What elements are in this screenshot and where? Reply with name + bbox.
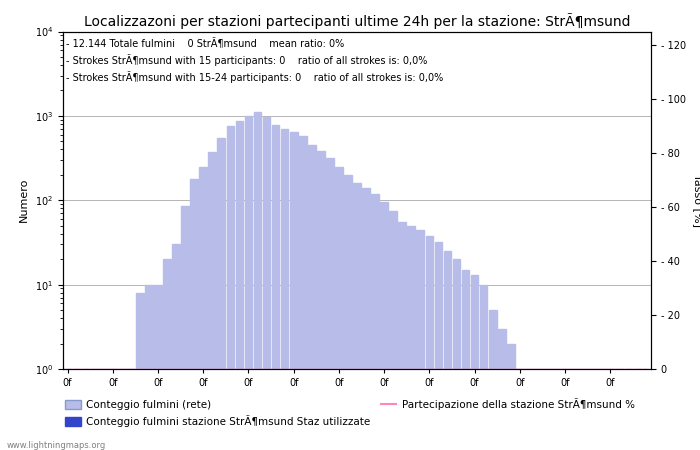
Bar	[73, 369, 80, 450]
Bar	[308, 145, 316, 450]
Title: Localizzazoni per stazioni partecipanti ultime 24h per la stazione: StrÃ¶msund: Localizzazoni per stazioni partecipanti …	[84, 13, 630, 29]
Bar	[317, 151, 325, 450]
Bar	[507, 344, 514, 450]
Bar	[100, 369, 108, 450]
Bar	[561, 369, 569, 450]
Bar	[127, 369, 134, 450]
Bar	[335, 166, 343, 450]
Bar	[299, 136, 307, 450]
Bar	[344, 175, 352, 450]
Bar	[606, 369, 614, 450]
Bar	[272, 125, 279, 450]
Bar	[236, 121, 243, 450]
Bar	[435, 242, 442, 450]
Bar	[371, 194, 379, 450]
Bar	[136, 293, 144, 450]
Bar	[290, 132, 298, 450]
Bar	[244, 116, 252, 450]
Bar	[82, 369, 90, 450]
Bar	[525, 369, 533, 450]
Bar	[407, 225, 415, 450]
Bar	[218, 138, 225, 450]
Bar	[498, 329, 505, 450]
Bar	[444, 251, 452, 450]
Bar	[580, 369, 587, 450]
Bar	[543, 369, 551, 450]
Y-axis label: Tasso [%]: Tasso [%]	[692, 174, 700, 227]
Bar	[362, 188, 370, 450]
Bar	[380, 202, 388, 450]
Bar	[534, 369, 542, 450]
Bar	[354, 183, 360, 450]
Bar	[570, 369, 578, 450]
Bar	[154, 284, 162, 450]
Bar	[190, 179, 198, 450]
Bar	[199, 166, 207, 450]
Bar	[426, 236, 433, 450]
Bar	[281, 129, 288, 450]
Bar	[145, 284, 153, 450]
Bar	[227, 126, 235, 450]
Bar	[480, 284, 487, 450]
Bar	[489, 310, 496, 450]
Bar	[416, 230, 424, 450]
Bar	[209, 152, 216, 450]
Bar	[634, 369, 641, 450]
Bar	[389, 211, 397, 450]
Text: www.lightningmaps.org: www.lightningmaps.org	[7, 441, 106, 450]
Bar	[615, 369, 623, 450]
Bar	[597, 369, 605, 450]
Bar	[462, 270, 470, 450]
Bar	[262, 117, 270, 450]
Legend: Conteggio fulmini (rete), Conteggio fulmini stazione StrÃ¶msund Staz utilizzate,: Conteggio fulmini (rete), Conteggio fulm…	[61, 394, 639, 431]
Bar	[118, 369, 125, 450]
Bar	[589, 369, 596, 450]
Bar	[163, 259, 171, 450]
Bar	[552, 369, 560, 450]
Bar	[181, 206, 189, 450]
Bar	[64, 369, 71, 450]
Bar	[326, 158, 334, 450]
Bar	[109, 369, 117, 450]
Bar	[453, 259, 461, 450]
Bar	[253, 112, 261, 450]
Bar	[91, 369, 99, 450]
Y-axis label: Numero: Numero	[19, 178, 29, 222]
Bar	[172, 244, 180, 450]
Text: - 12.144 Totale fulmini    0 StrÃ¶msund    mean ratio: 0%
- Strokes StrÃ¶msund w: - 12.144 Totale fulmini 0 StrÃ¶msund mea…	[66, 38, 443, 83]
Bar	[516, 369, 524, 450]
Bar	[624, 369, 632, 450]
Bar	[471, 275, 478, 450]
Bar	[398, 222, 406, 450]
Bar	[643, 369, 650, 450]
